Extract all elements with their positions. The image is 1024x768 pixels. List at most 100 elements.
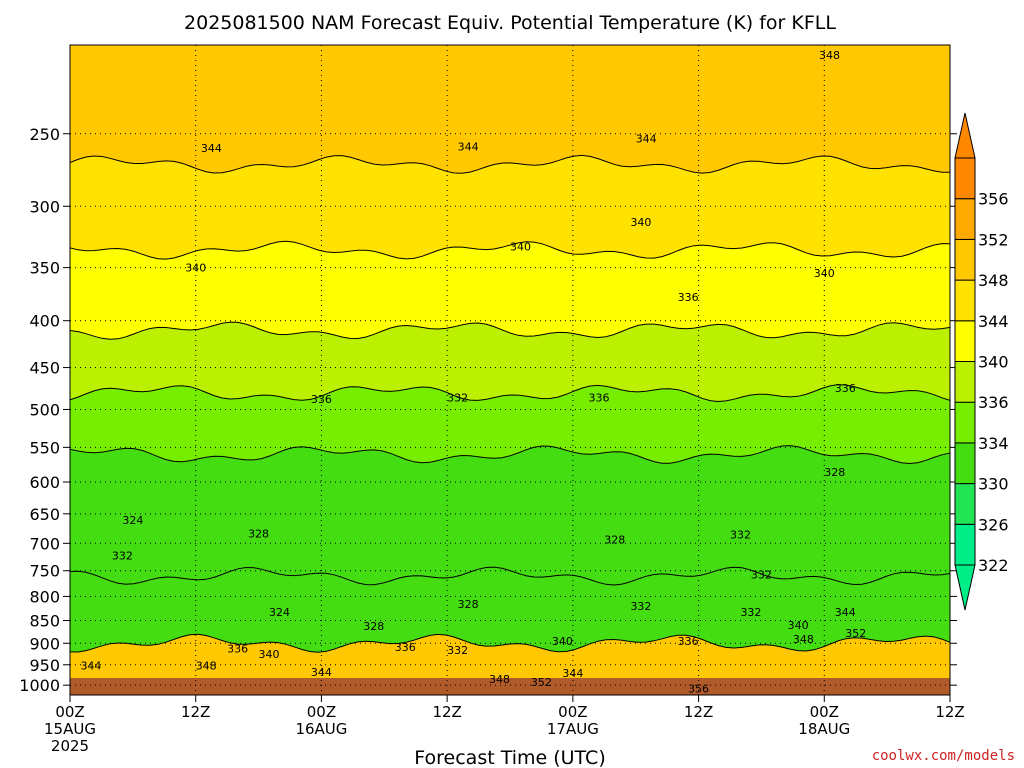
contour-label: 332: [112, 550, 133, 563]
contour-label: 324: [269, 606, 290, 619]
contour-band: [70, 155, 950, 260]
plot-frame: [69, 44, 951, 696]
contour-label: 332: [730, 529, 751, 542]
contour-label: 348: [489, 673, 510, 686]
contour-label: 328: [363, 620, 384, 633]
colorbar: 322 326 330 334 336 340 344 348 352 356: [954, 112, 1009, 611]
contour-line: [70, 321, 950, 340]
colorbar-segment: [954, 401, 976, 444]
colorbar-segment: [954, 442, 976, 485]
contour-label: 340: [259, 648, 280, 661]
x-tick-year-label: 2025: [51, 737, 89, 755]
y-tick-label: 950: [29, 656, 60, 675]
colorbar-tick-label: 334: [978, 434, 1009, 453]
grid-layer: [70, 45, 950, 695]
contour-label: 344: [562, 667, 583, 680]
plot-area: 348 344 344 344 340 340 340 340 336 336 332 336 336 3…: [70, 45, 950, 695]
y-tick-label: 900: [29, 634, 60, 653]
y-tick-label: 1000: [19, 676, 60, 695]
contour-label: 348: [819, 49, 840, 62]
contour-label: 328: [824, 466, 845, 479]
colorbar-tick-label: 330: [978, 475, 1009, 494]
credit-text: coolwx.com/models: [872, 748, 1015, 764]
x-axis-label: Forecast Time (UTC): [414, 747, 605, 768]
colorbar-tick-label: 348: [978, 271, 1009, 290]
contour-label: 328: [458, 598, 479, 611]
y-tick-label: 300: [29, 197, 60, 216]
contour-label: 332: [630, 600, 651, 613]
y-tick-label: 650: [29, 505, 60, 524]
x-tick-label: 00Z: [810, 703, 839, 721]
contour-label: 336: [678, 635, 699, 648]
contour-label: 340: [788, 619, 809, 632]
contour-label: 340: [185, 262, 206, 275]
contour-label-layer: 348 344 344 344 340 340 340 340 336 336 332 336 336 3…: [80, 49, 866, 695]
contour-label: 348: [196, 660, 217, 673]
contour-line: [70, 384, 950, 403]
contour-band: [70, 567, 950, 653]
y-tick-label: 450: [29, 359, 60, 378]
x-tick-date-label: 16AUG: [295, 720, 347, 738]
colorbar-segment: [954, 238, 976, 281]
contour-label: 352: [845, 627, 866, 640]
contour-label: 332: [740, 606, 761, 619]
contour-label: 344: [80, 660, 101, 673]
contour-band: [70, 445, 950, 585]
colorbar-tick-label: 352: [978, 230, 1009, 249]
contour-label: 344: [311, 666, 332, 679]
contour-label: 340: [814, 267, 835, 280]
contour-label: 340: [552, 635, 573, 648]
colorbar-tick-label: 340: [978, 353, 1009, 372]
contour-band: [70, 241, 950, 340]
x-tick-label: 00Z: [55, 703, 84, 721]
y-tick-label: 350: [29, 259, 60, 278]
x-tick-label: 12Z: [432, 703, 461, 721]
x-tick-date-label: 15AUG: [44, 720, 96, 738]
colorbar-segment: [954, 279, 976, 322]
contour-label: 332: [447, 644, 468, 657]
contour-label: 356: [688, 682, 709, 695]
colorbar-tick-label: 344: [978, 312, 1009, 331]
contour-label: 340: [510, 241, 531, 254]
contour-label: 332: [447, 391, 468, 404]
x-tick-label: 12Z: [181, 703, 210, 721]
ground-band: [70, 678, 950, 695]
colorbar-segment: [954, 198, 976, 240]
contour-band: [70, 384, 950, 464]
contour-label: 332: [751, 568, 772, 581]
y-tick-label: 750: [29, 562, 60, 581]
contour-label: 336: [589, 391, 610, 404]
contour-label: 344: [636, 133, 657, 146]
y-tick-label: 400: [29, 312, 60, 331]
contour-label: 336: [395, 641, 416, 654]
x-tick-label: 12Z: [684, 703, 713, 721]
contour-label: 348: [793, 633, 814, 646]
y-tick-label: 850: [29, 612, 60, 631]
contour-line: [70, 445, 950, 465]
x-tick-date-label: 18AUG: [798, 720, 850, 738]
y-tick-label: 250: [29, 125, 60, 144]
y-tick-label: 500: [29, 400, 60, 419]
contour-band: [70, 45, 950, 174]
colorbar-under-arrow: [954, 564, 976, 611]
contour-label: 336: [678, 291, 699, 304]
contour-label: 344: [835, 606, 856, 619]
contour-label: 324: [122, 514, 143, 527]
colorbar-segment: [954, 361, 976, 403]
contour-label: 328: [604, 533, 625, 546]
colorbar-over-arrow: [954, 112, 976, 159]
y-tick-label: 600: [29, 473, 60, 492]
colorbar-segment: [954, 157, 976, 200]
contour-label: 336: [227, 643, 248, 656]
colorbar-tick-label: 356: [978, 190, 1009, 209]
contour-line: [70, 154, 950, 174]
x-tick-label: 00Z: [307, 703, 336, 721]
contour-label: 352: [531, 676, 552, 689]
x-tick-date-label: 17AUG: [547, 720, 599, 738]
colorbar-segment: [954, 320, 976, 362]
y-tick-label: 800: [29, 587, 60, 606]
colorbar-segment: [954, 523, 976, 566]
colorbar-tick-label: 326: [978, 515, 1009, 534]
